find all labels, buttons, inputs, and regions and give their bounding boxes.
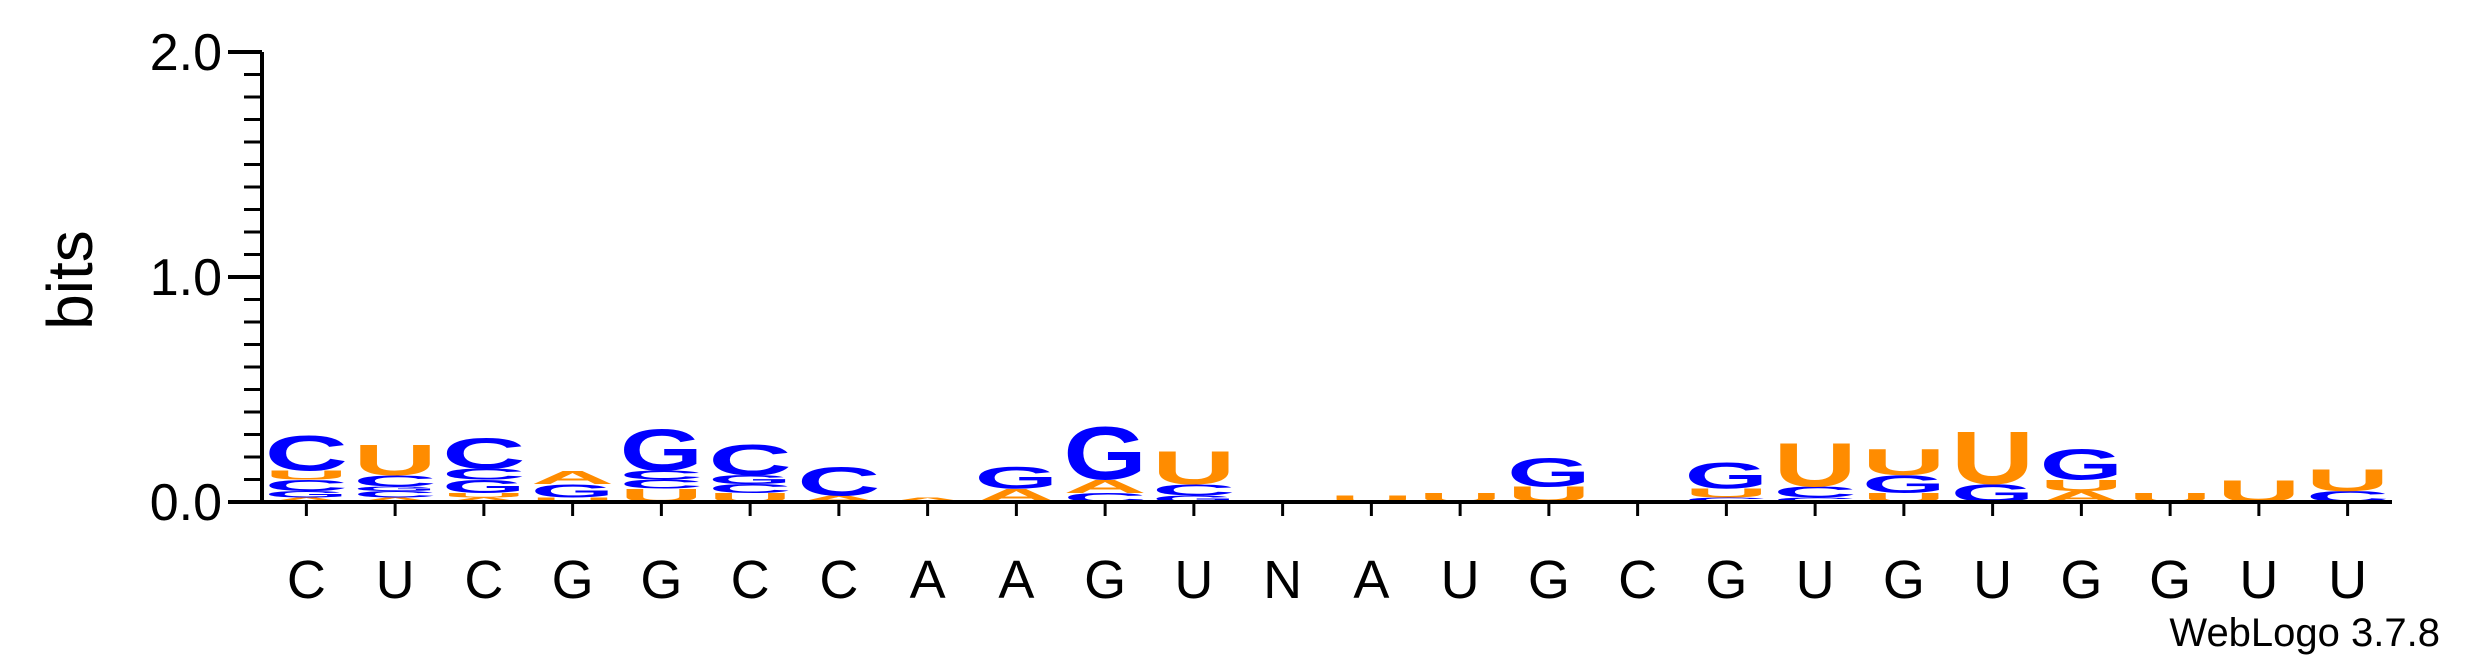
logo-letter: C bbox=[265, 477, 348, 494]
position-label: A bbox=[910, 550, 946, 610]
position-label: G bbox=[1705, 550, 1747, 610]
position-label: C bbox=[464, 550, 503, 610]
logo-letter: G bbox=[1862, 471, 1945, 499]
position-label: U bbox=[2328, 550, 2367, 610]
position-stack: CAG bbox=[1063, 411, 1146, 504]
logo-letter: G bbox=[1063, 411, 1146, 495]
logo-letter: G bbox=[531, 481, 614, 502]
position-stack: UG bbox=[1507, 450, 1590, 507]
logo-letter: U bbox=[442, 492, 525, 499]
logo-letter: G bbox=[1507, 450, 1590, 495]
logo-letter: G bbox=[1152, 494, 1235, 504]
logo-letter: U bbox=[2040, 477, 2123, 494]
position-label: G bbox=[552, 550, 594, 610]
logo-letter: G bbox=[1685, 455, 1768, 497]
y-axis-label: bits bbox=[34, 230, 106, 330]
position-label: C bbox=[1618, 550, 1657, 610]
position-label: G bbox=[1528, 550, 1570, 610]
y-axis: 0.0 1.0 2.0 bbox=[150, 24, 264, 532]
logo-letter: C bbox=[353, 489, 436, 499]
logo-letter: U bbox=[1685, 486, 1768, 500]
position-stack: AUG bbox=[2040, 441, 2123, 506]
position-label: A bbox=[998, 550, 1034, 610]
position-label: G bbox=[1084, 550, 1126, 610]
position-label: A bbox=[1353, 550, 1389, 610]
logo-letter: C bbox=[442, 429, 525, 478]
position-stack: AC bbox=[797, 459, 880, 504]
logo-letter: C bbox=[708, 482, 791, 496]
logo-letter: G bbox=[353, 485, 436, 492]
logo-letter: C bbox=[620, 468, 703, 482]
logo-letter: A bbox=[353, 496, 436, 503]
position-stack: U bbox=[1330, 494, 1413, 504]
logo-letter: U bbox=[1152, 441, 1235, 494]
logo-letter: C bbox=[353, 472, 436, 489]
logo-letter: C bbox=[265, 425, 348, 481]
position-label: G bbox=[2149, 550, 2191, 610]
position-label: C bbox=[731, 550, 770, 610]
logo-letter: U bbox=[1951, 416, 2034, 500]
weblogo-version-label: WebLogo 3.7.8 bbox=[2169, 611, 2440, 655]
logo-letter: G bbox=[442, 476, 525, 497]
position-stack: GCU bbox=[1152, 441, 1235, 504]
position-stack: CUG bbox=[1685, 455, 1768, 503]
logo-letter: A bbox=[1063, 476, 1146, 497]
position-label: U bbox=[1441, 550, 1480, 610]
y-tick-label: 0.0 bbox=[150, 474, 222, 532]
logo-letter: G bbox=[708, 473, 791, 487]
position-stack: A bbox=[886, 496, 969, 503]
position-label: U bbox=[1973, 550, 2012, 610]
position-label: U bbox=[2239, 550, 2278, 610]
logo-letter: C bbox=[442, 465, 525, 482]
position-stack: GU bbox=[1951, 416, 2034, 507]
logo-letter: G bbox=[620, 418, 703, 484]
position-label: C bbox=[287, 550, 326, 610]
logo-letter: A bbox=[265, 496, 348, 503]
logo-letter: U bbox=[2306, 462, 2389, 497]
position-label: G bbox=[1883, 550, 1925, 610]
position-label: C bbox=[819, 550, 858, 610]
logo-letter: U bbox=[353, 435, 436, 484]
logo-letter: C bbox=[1152, 481, 1235, 498]
position-label: G bbox=[2060, 550, 2102, 610]
logo-letter: C bbox=[1773, 483, 1856, 500]
position-label: U bbox=[376, 550, 415, 610]
logo-letter: G bbox=[2040, 441, 2123, 490]
position-stack: AG bbox=[975, 460, 1058, 506]
position-stack: UGU bbox=[1862, 441, 1945, 504]
position-stack: UGA bbox=[531, 467, 614, 503]
logo-letter: A bbox=[531, 467, 614, 488]
position-label: N bbox=[1263, 550, 1302, 610]
logo-letter: A bbox=[797, 494, 880, 504]
position-label: U bbox=[1174, 550, 1213, 610]
y-tick-label: 2.0 bbox=[150, 24, 222, 82]
y-tick-label: 1.0 bbox=[150, 249, 222, 307]
logo-letter: U bbox=[265, 468, 348, 482]
logo-letter: C bbox=[620, 477, 703, 491]
logo-letter: C bbox=[1773, 496, 1856, 503]
logo-letter: A bbox=[442, 496, 525, 503]
logo-letter: G bbox=[975, 460, 1058, 495]
position-label: G bbox=[640, 550, 682, 610]
logo-letter: U bbox=[1862, 441, 1945, 483]
logo-letter: C bbox=[708, 435, 791, 484]
position-stack: CU bbox=[2306, 462, 2389, 505]
position-label: U bbox=[1796, 550, 1835, 610]
logo-letter: U bbox=[1330, 494, 1413, 504]
logo-letter: C bbox=[1685, 496, 1768, 503]
logo-letter: U bbox=[1773, 430, 1856, 500]
logo-letter: G bbox=[265, 489, 348, 499]
position-stack: CCU bbox=[1773, 430, 1856, 504]
logo-letter: C bbox=[797, 459, 880, 504]
logo-letter: A bbox=[886, 496, 969, 503]
logo-letter: U bbox=[531, 496, 614, 503]
